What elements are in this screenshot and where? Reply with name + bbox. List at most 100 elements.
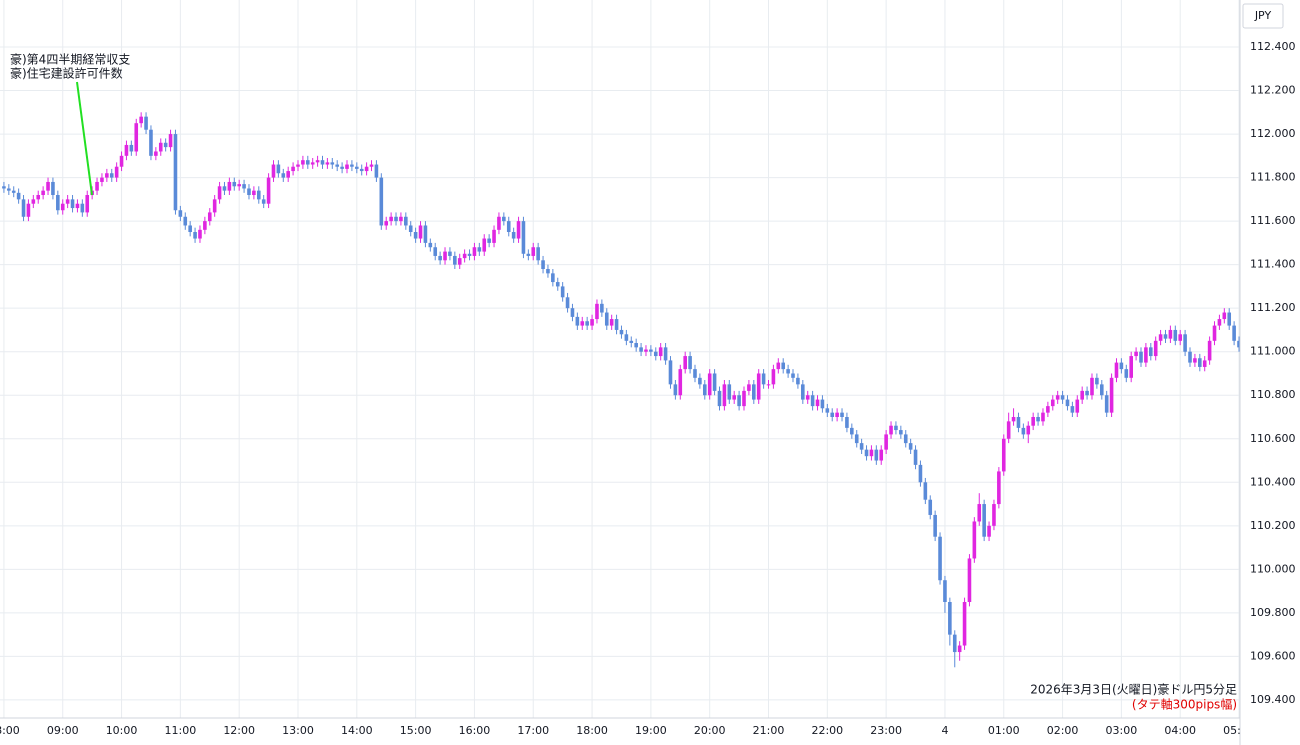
candle-body bbox=[560, 286, 565, 298]
candle-body bbox=[722, 384, 727, 407]
candle-body bbox=[1168, 329, 1173, 339]
candle-body bbox=[1207, 340, 1212, 361]
candle-body bbox=[212, 199, 217, 213]
candle-body bbox=[119, 155, 124, 167]
candle-body bbox=[1065, 399, 1070, 407]
candle-body bbox=[1134, 351, 1138, 357]
y-tick-label: 110.400 bbox=[1250, 475, 1296, 488]
candles bbox=[2, 112, 1240, 668]
candle-body bbox=[350, 164, 354, 167]
footnote: 2026年3月3日(火曜日)豪ドル円5分足 bbox=[1030, 682, 1237, 697]
candle-body bbox=[565, 297, 570, 309]
candle-body bbox=[609, 319, 614, 326]
candle-body bbox=[266, 177, 271, 204]
x-tick-label: 4 bbox=[941, 724, 948, 737]
candle-body bbox=[707, 373, 712, 396]
candle-body bbox=[399, 216, 403, 222]
candle-body bbox=[41, 190, 45, 196]
y-tick-label: 110.000 bbox=[1250, 562, 1296, 575]
candle-body bbox=[511, 232, 516, 239]
candle-body bbox=[1090, 377, 1094, 396]
candle-body bbox=[345, 164, 349, 169]
candle-body bbox=[869, 449, 874, 457]
x-tick-label: 01:00 bbox=[988, 724, 1020, 737]
x-tick-label: 05:00 bbox=[1223, 724, 1255, 737]
candle-body bbox=[105, 173, 109, 178]
x-axis: 08:00 09:00 10:00 11:00 12:00 13:00 14:00 15:00… bbox=[0, 724, 1255, 737]
candle-body bbox=[487, 238, 491, 243]
candle-body bbox=[776, 362, 781, 370]
candle-body bbox=[678, 369, 683, 396]
candle-body bbox=[389, 216, 393, 222]
candle-body bbox=[663, 347, 668, 361]
candle-body bbox=[203, 221, 207, 230]
candle-body bbox=[590, 319, 594, 326]
candle-body bbox=[408, 225, 413, 233]
candle-body bbox=[46, 181, 50, 191]
candle-body bbox=[330, 162, 335, 165]
candle-body bbox=[698, 377, 702, 385]
candle-body bbox=[21, 199, 26, 217]
candle-body bbox=[835, 412, 839, 418]
candle-body bbox=[541, 260, 545, 270]
candle-body bbox=[933, 514, 937, 537]
candle-body bbox=[2, 186, 6, 189]
candle-body bbox=[1119, 362, 1124, 370]
candle-body bbox=[355, 166, 359, 169]
y-tick-label: 109.800 bbox=[1250, 606, 1296, 619]
candle-body bbox=[1139, 351, 1143, 363]
candle-body bbox=[364, 166, 369, 172]
candle-body bbox=[252, 190, 256, 196]
candle-body bbox=[286, 171, 290, 178]
candle-body bbox=[271, 164, 276, 178]
candle-body bbox=[982, 504, 986, 537]
candle-body bbox=[85, 195, 90, 213]
candle-body bbox=[737, 395, 741, 407]
candle-body bbox=[859, 443, 864, 450]
candle-body bbox=[168, 134, 173, 148]
candle-body bbox=[644, 349, 648, 352]
candle-body bbox=[276, 164, 281, 174]
candle-body bbox=[516, 221, 521, 239]
candle-body bbox=[237, 184, 241, 187]
candle-body bbox=[305, 160, 310, 165]
candle-body bbox=[492, 229, 496, 243]
candle-body bbox=[1173, 329, 1178, 341]
candle-body bbox=[673, 384, 678, 396]
y-tick-label: 111.400 bbox=[1250, 258, 1296, 271]
x-tick-label: 20:00 bbox=[694, 724, 726, 737]
candle-body bbox=[394, 216, 398, 222]
y-axis: 109.400 109.600 109.800 110.000 110.200 110.4… bbox=[1250, 40, 1296, 706]
candle-body bbox=[570, 308, 575, 317]
candle-body bbox=[325, 162, 330, 165]
candle-body bbox=[742, 390, 746, 407]
candle-body bbox=[340, 166, 344, 169]
candle-body bbox=[109, 173, 114, 178]
candle-body bbox=[987, 525, 991, 537]
candle-body bbox=[815, 399, 820, 407]
x-tick-label: 13:00 bbox=[282, 724, 314, 737]
candle-body bbox=[374, 164, 379, 178]
candle-body bbox=[428, 242, 433, 248]
candle-body bbox=[928, 499, 933, 515]
candle-body bbox=[1124, 369, 1129, 378]
candle-body bbox=[1193, 358, 1197, 363]
candle-body bbox=[649, 349, 653, 352]
candle-body bbox=[404, 216, 408, 226]
candle-body bbox=[173, 134, 178, 211]
candle-body bbox=[801, 384, 805, 400]
candle-body bbox=[100, 177, 104, 182]
candle-body bbox=[1080, 390, 1084, 400]
candle-body bbox=[938, 536, 942, 581]
candle-body bbox=[1095, 377, 1099, 385]
candle-body bbox=[1060, 395, 1065, 400]
candle-body bbox=[796, 377, 800, 385]
candle-body bbox=[845, 417, 849, 428]
candle-body bbox=[1006, 421, 1011, 439]
candle-body bbox=[433, 247, 438, 256]
x-tick-label: 08:00 bbox=[0, 724, 20, 737]
candle-body bbox=[51, 181, 55, 196]
candle-body bbox=[580, 321, 585, 326]
candle-body bbox=[1183, 334, 1187, 352]
candle-body bbox=[531, 247, 536, 256]
